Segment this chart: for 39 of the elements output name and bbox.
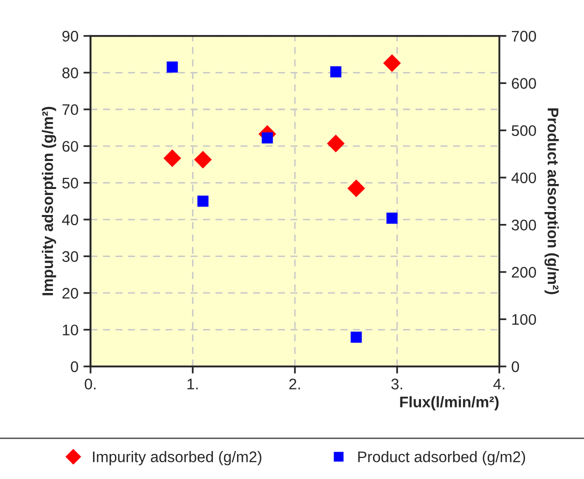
point <box>166 62 178 73</box>
y2-tick-label: 100 <box>512 314 536 325</box>
x-tick-label: 2. <box>289 378 300 390</box>
y-tick-label: 70 <box>62 104 78 116</box>
y-tick-label: 0 <box>70 361 78 372</box>
y-tick-label: 30 <box>62 251 78 262</box>
y-tick-label: 10 <box>62 324 78 336</box>
y2-tick-label: 700 <box>512 30 536 42</box>
point <box>383 54 401 72</box>
point <box>163 149 182 168</box>
point <box>350 332 362 343</box>
point <box>330 66 342 78</box>
point <box>194 150 212 169</box>
y-tick-label: 50 <box>62 178 78 189</box>
x-tick-label: 0. <box>84 378 96 390</box>
x-axis-title: Flux(l/min/m²) <box>400 396 499 410</box>
y2-tick-label: 300 <box>512 220 536 230</box>
y-tick-label: 80 <box>62 68 78 78</box>
point <box>326 134 345 152</box>
y-tick-label: 40 <box>62 214 78 226</box>
point <box>386 212 398 224</box>
legend-label: Impurity adsorbed (g/m2) <box>93 451 262 466</box>
legend-label: Product adsorbed (g/m2) <box>358 451 526 466</box>
y2-axis-title: Product adsorption (g/m²) <box>544 108 559 294</box>
y-axis-title: Impurity adsorption (g/m²) <box>42 106 56 296</box>
y2-tick-label: 200 <box>512 266 536 278</box>
x-tick-label: 1. <box>188 378 198 390</box>
y-tick-label: 20 <box>62 288 78 299</box>
point <box>197 196 208 207</box>
y-tick-label: 90 <box>62 30 78 42</box>
point <box>262 132 273 144</box>
y2-tick-label: 0 <box>512 361 520 372</box>
y2-tick-label: 400 <box>511 172 536 184</box>
y2-tick-label: 500 <box>512 125 536 136</box>
point <box>347 179 366 198</box>
x-tick-label: 3. <box>391 378 402 390</box>
y2-tick-label: 600 <box>512 78 536 89</box>
y-tick-label: 60 <box>62 140 78 152</box>
x-tick-label: 4. <box>493 378 504 390</box>
